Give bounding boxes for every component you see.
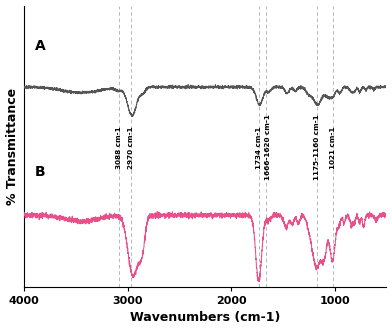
Y-axis label: % Transmittance: % Transmittance: [5, 88, 18, 205]
Text: 3088 cm-1: 3088 cm-1: [116, 126, 122, 169]
Text: 1175-1160 cm-1: 1175-1160 cm-1: [314, 115, 319, 181]
Text: B: B: [34, 165, 45, 179]
Text: 1734 cm-1: 1734 cm-1: [256, 126, 262, 169]
X-axis label: Wavenumbers (cm-1): Wavenumbers (cm-1): [130, 312, 280, 324]
Text: 1666-1620 cm-1: 1666-1620 cm-1: [265, 115, 271, 181]
Text: A: A: [34, 39, 45, 53]
Text: 2970 cm-1: 2970 cm-1: [128, 126, 134, 169]
Text: 1021 cm-1: 1021 cm-1: [330, 126, 336, 169]
